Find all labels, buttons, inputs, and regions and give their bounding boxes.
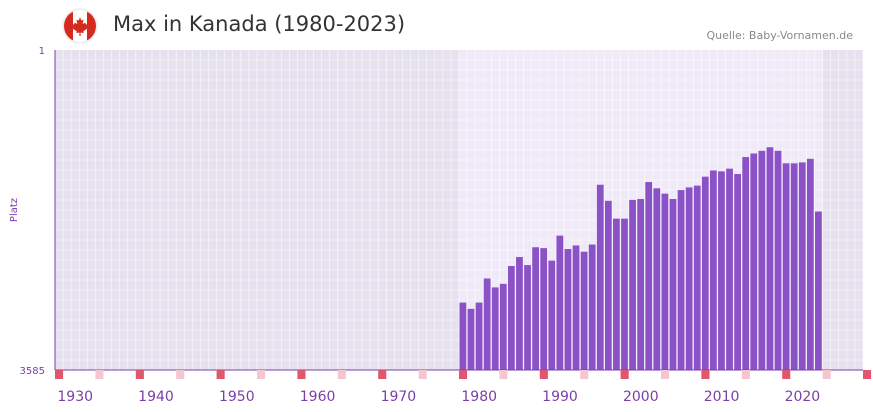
bar <box>507 265 515 370</box>
bar <box>596 184 604 370</box>
x-tick-label: 1930 <box>57 389 93 405</box>
y-tick-bottom: 3585 <box>20 366 45 377</box>
year-marker <box>863 370 872 379</box>
bar <box>766 147 774 370</box>
year-marker <box>378 370 387 379</box>
year-marker <box>782 370 791 379</box>
bar <box>572 245 580 370</box>
bar <box>580 251 588 370</box>
bar <box>709 170 717 370</box>
tick-labels: 1 3585 Platz 1930 1940 1950 1960 1970 1980 199… <box>9 46 820 405</box>
bar <box>475 302 483 370</box>
y-axis-label: Platz <box>9 198 20 222</box>
bar <box>685 187 693 370</box>
x-tick-label: 2010 <box>704 389 740 405</box>
bar <box>564 249 572 370</box>
bar <box>645 182 653 370</box>
bar <box>734 174 741 370</box>
bar <box>540 248 548 370</box>
bar <box>782 163 790 370</box>
source-credit: Quelle: Baby-Vornamen.de <box>706 29 853 42</box>
bar <box>621 218 628 370</box>
bar-series <box>459 147 822 370</box>
bar <box>758 150 766 370</box>
year-marker <box>337 370 346 379</box>
bar <box>742 157 750 370</box>
year-marker <box>176 370 185 379</box>
year-marker <box>499 370 508 379</box>
year-marker <box>216 370 225 379</box>
year-marker <box>822 370 831 379</box>
y-tick-top: 1 <box>39 46 45 57</box>
bar <box>629 199 636 370</box>
year-marker <box>620 370 629 379</box>
x-tick-label: 1980 <box>461 389 497 405</box>
bar <box>613 218 620 370</box>
bar <box>653 188 661 370</box>
grid-lines <box>54 50 864 370</box>
year-marker <box>539 370 548 379</box>
year-marker <box>418 370 427 379</box>
year-marker <box>459 370 468 379</box>
year-marker <box>95 370 104 379</box>
bar <box>701 176 709 370</box>
x-tick-label: 1960 <box>300 389 336 405</box>
bar <box>718 171 725 370</box>
bar <box>750 153 758 370</box>
x-tick-label: 1990 <box>542 389 578 405</box>
bar <box>532 247 539 370</box>
canada-flag-icon <box>64 10 96 42</box>
chart-title: Max in Kanada (1980-2023) <box>113 12 406 36</box>
x-tick-label: 1940 <box>138 389 174 405</box>
bar <box>483 278 491 370</box>
year-marker <box>701 370 710 379</box>
x-tick-label: 2020 <box>785 389 821 405</box>
bar <box>726 168 733 370</box>
bar <box>467 308 475 370</box>
bar <box>588 244 596 370</box>
bar <box>459 302 467 370</box>
bar <box>806 158 814 370</box>
bar <box>516 257 523 370</box>
year-marker <box>135 370 144 379</box>
x-tick-label: 1950 <box>219 389 255 405</box>
bar <box>774 150 782 370</box>
year-marker <box>257 370 266 379</box>
x-tick-label: 1970 <box>381 389 417 405</box>
bar <box>798 162 806 370</box>
year-markers <box>55 370 872 379</box>
bar <box>677 190 685 370</box>
bar <box>491 287 499 370</box>
bar <box>693 185 701 370</box>
bar <box>790 163 798 370</box>
bar <box>604 200 612 370</box>
bar <box>524 265 531 370</box>
year-marker <box>55 370 64 379</box>
bar <box>556 235 564 370</box>
x-tick-label: 2000 <box>623 389 659 405</box>
bar <box>661 193 669 370</box>
bar <box>548 260 556 370</box>
bar <box>815 211 822 370</box>
bar <box>669 199 677 370</box>
year-marker <box>661 370 670 379</box>
year-marker <box>741 370 750 379</box>
bar <box>499 283 507 370</box>
bar <box>637 199 645 370</box>
year-marker <box>297 370 306 379</box>
year-marker <box>580 370 589 379</box>
